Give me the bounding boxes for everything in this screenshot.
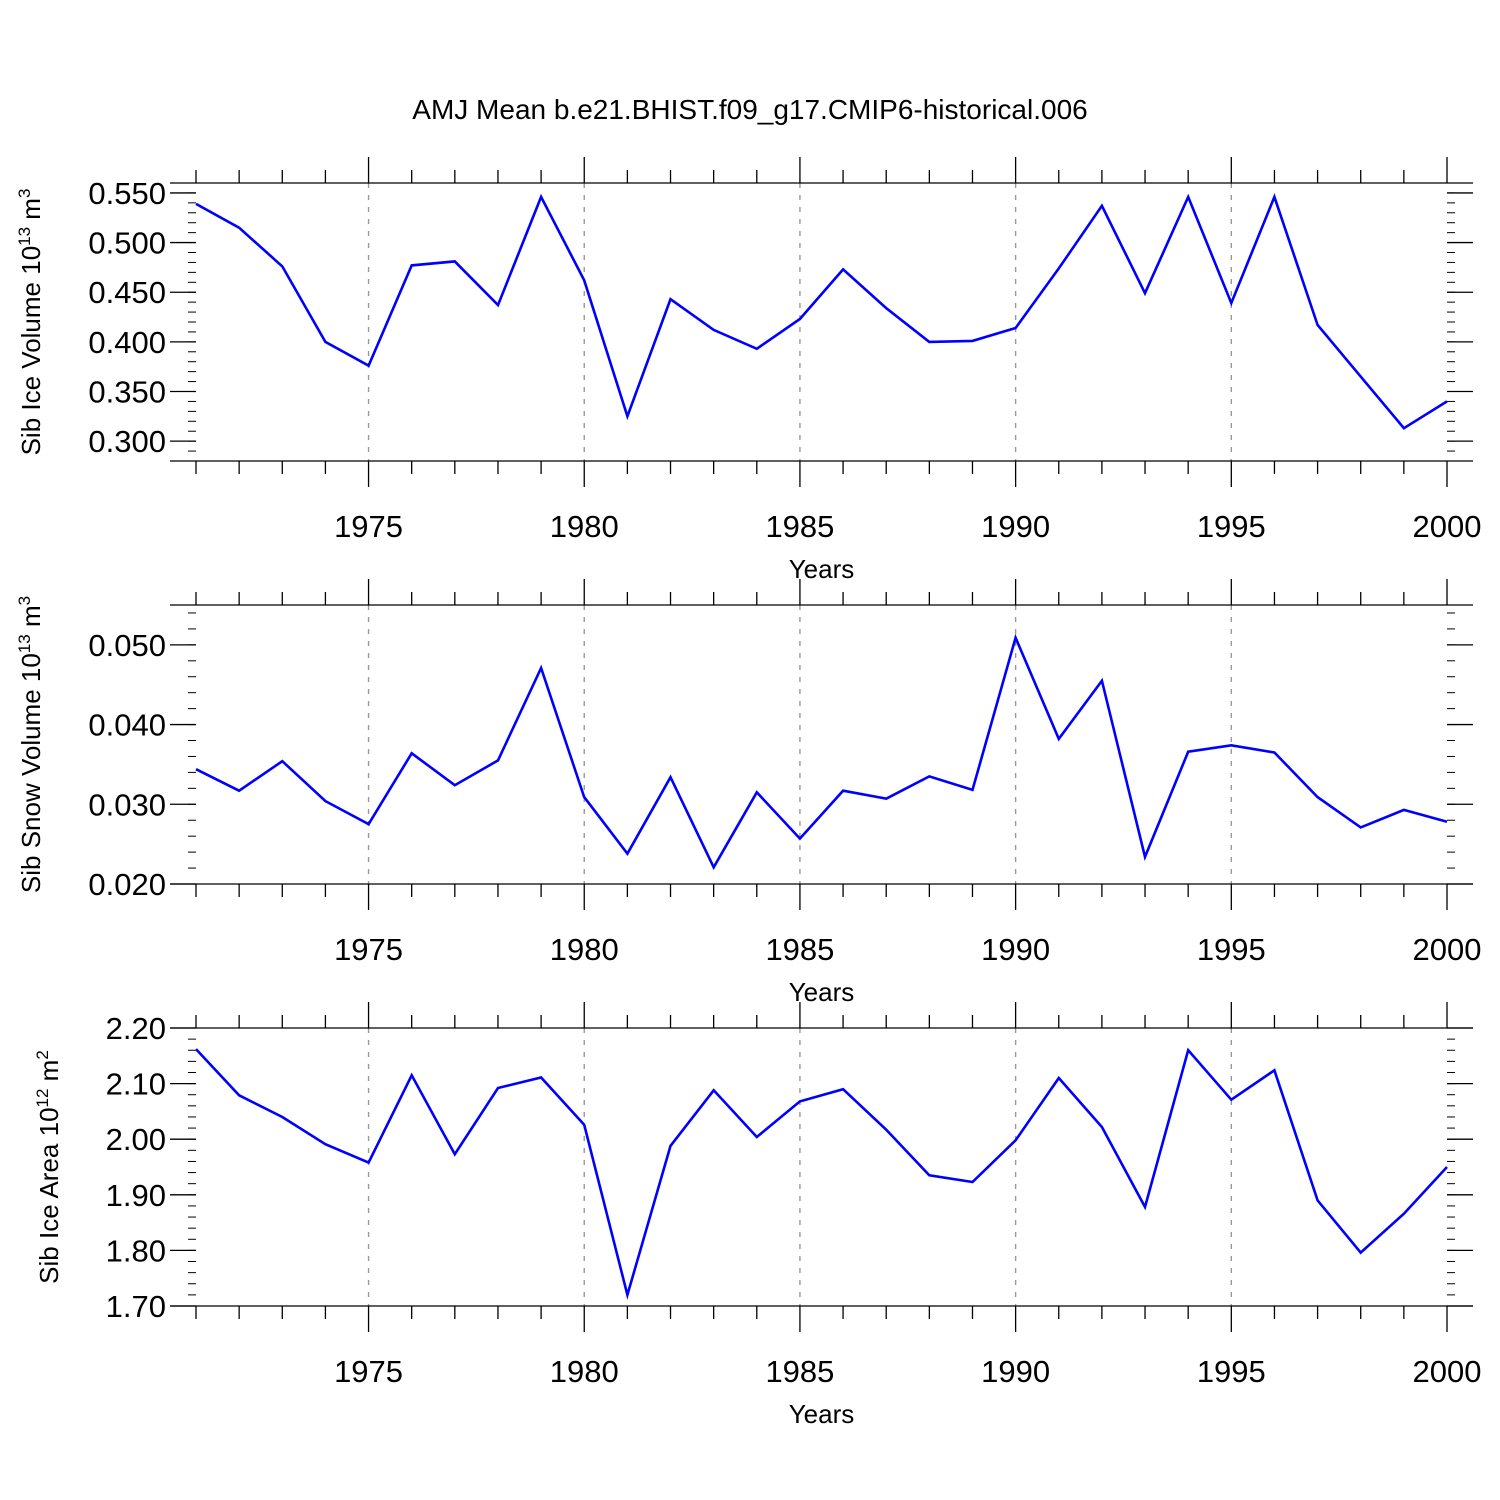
y-tick-label: 2.20 [106, 1011, 166, 1046]
x-tick-label: 1975 [334, 932, 403, 967]
x-axis-title: Years [789, 1399, 855, 1429]
x-tick-label: 1990 [981, 509, 1050, 544]
x-tick-label: 1985 [765, 509, 834, 544]
y-axis-title: Sib Ice Volume 1013 m3 [15, 189, 46, 456]
series-line [195, 193, 1448, 430]
x-tick-label: 1990 [981, 932, 1050, 967]
x-tick-label: 1980 [550, 1354, 619, 1389]
y-axis-title-superscript: 2 [33, 1050, 52, 1059]
x-tick-label: 1995 [1197, 1354, 1266, 1389]
y-tick-label: 0.030 [88, 787, 166, 822]
series-line [195, 633, 1448, 871]
y-axis-title-superscript: 13 [15, 634, 34, 653]
y-tick-label: 0.450 [88, 275, 166, 310]
x-tick-label: 2000 [1413, 1354, 1482, 1389]
y-tick-label: 0.500 [88, 226, 166, 261]
chart-panel-3: 1.70 1.80 1.90 2.00 2.10 2.20 1975 1980 1985 1990… [33, 1002, 1481, 1429]
y-tick-label: 0.550 [88, 176, 166, 211]
y-tick-label: 0.040 [88, 708, 166, 743]
y-axis-title-superscript: 3 [15, 596, 34, 605]
y-axis-title-part: m [16, 605, 46, 634]
y-axis-title: Sib Snow Volume 1013 m3 [15, 596, 46, 893]
y-axis-title-part: Sib Snow Volume 10 [16, 653, 46, 893]
x-tick-label: 1995 [1197, 509, 1266, 544]
x-tick-label: 1980 [550, 509, 619, 544]
x-tick-label: 1980 [550, 932, 619, 967]
series-line [195, 1047, 1448, 1300]
x-tick-label: 2000 [1413, 509, 1482, 544]
y-axis-title-part: Sib Ice Volume 10 [16, 246, 46, 456]
x-tick-label: 1985 [765, 1354, 834, 1389]
chart-title: AMJ Mean b.e21.BHIST.f09_g17.CMIP6-histo… [412, 94, 1087, 125]
y-axis-title-superscript: 12 [33, 1089, 52, 1108]
x-tick-label: 1995 [1197, 932, 1266, 967]
y-axis-title-part: m [16, 198, 46, 227]
x-tick-label: 1985 [765, 932, 834, 967]
chart-panel-2: 0.020 0.030 0.040 0.050 1975 1980 1985 1990 1995… [15, 579, 1481, 1007]
y-tick-label: 0.350 [88, 375, 166, 410]
x-axis-title: Years [789, 977, 855, 1007]
x-tick-label: 1990 [981, 1354, 1050, 1389]
y-axis-title-superscript: 3 [15, 189, 34, 198]
y-axis-title-part: Sib Ice Area 10 [34, 1107, 64, 1283]
y-axis-title-superscript: 13 [15, 227, 34, 246]
y-tick-label: 0.050 [88, 628, 166, 663]
y-tick-label: 2.10 [106, 1067, 166, 1102]
x-tick-label: 1975 [334, 509, 403, 544]
y-tick-label: 1.80 [106, 1233, 166, 1268]
x-tick-label: 1975 [334, 1354, 403, 1389]
y-tick-label: 1.70 [106, 1289, 166, 1324]
y-tick-label: 0.400 [88, 325, 166, 360]
x-axis-title: Years [789, 554, 855, 584]
y-tick-label: 2.00 [106, 1122, 166, 1157]
x-tick-label: 2000 [1413, 932, 1482, 967]
y-tick-label: 1.90 [106, 1178, 166, 1213]
y-axis-title-part: m [34, 1060, 64, 1089]
chart-panel-1: 0.300 0.350 0.400 0.450 0.500 0.550 1975 1980 19… [15, 157, 1481, 584]
y-axis-title: Sib Ice Area 1012 m2 [33, 1050, 64, 1284]
y-tick-label: 0.300 [88, 424, 166, 459]
y-tick-label: 0.020 [88, 867, 166, 902]
